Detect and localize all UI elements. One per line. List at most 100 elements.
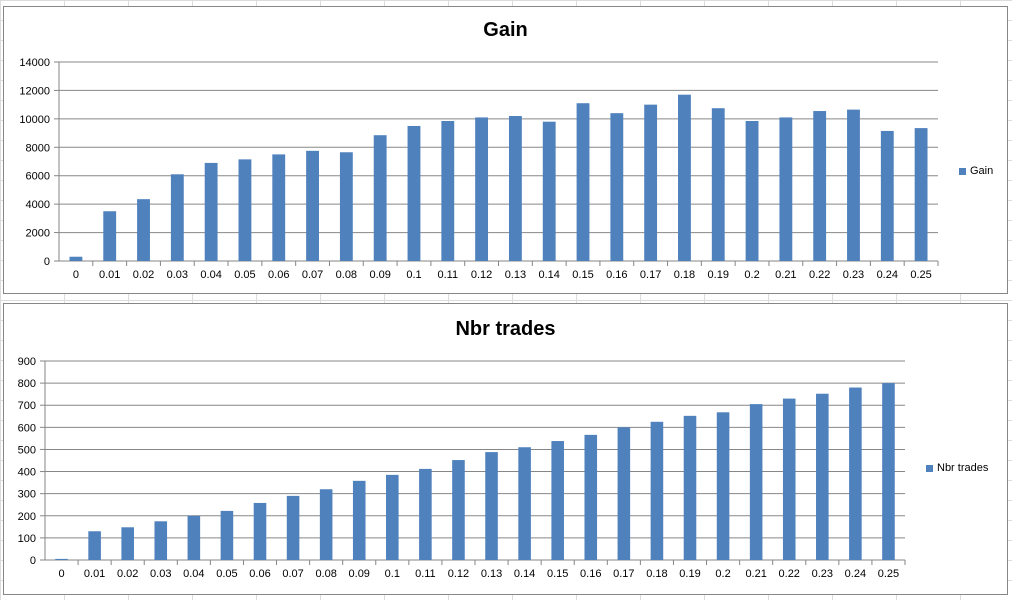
bar[interactable] [683,415,697,560]
bar[interactable] [508,116,522,261]
bar[interactable] [518,447,531,560]
chart-title: Gain [483,19,528,41]
bar[interactable] [610,113,624,262]
bar[interactable] [882,383,895,560]
y-tick-label: 800 [18,378,36,390]
x-tick-label: 0.08 [315,568,336,580]
x-tick-label: 0.13 [505,269,526,281]
bar[interactable] [485,452,498,560]
y-tick-label: 700 [18,400,36,412]
bar[interactable] [542,121,556,261]
bar[interactable] [678,94,691,261]
bar[interactable] [617,427,631,560]
bar[interactable] [475,117,489,261]
x-tick-label: 0.03 [167,269,188,281]
x-tick-label: 0.16 [580,568,601,580]
x-tick-label: 0.23 [843,269,864,281]
bar[interactable] [386,474,399,560]
y-tick-label: 600 [18,422,36,434]
bar[interactable] [306,150,319,261]
bar[interactable] [373,135,387,261]
bar[interactable] [749,404,763,560]
x-tick-label: 0.24 [877,269,898,281]
bar[interactable] [745,120,759,261]
bar[interactable] [816,393,829,560]
x-tick-label: 0 [73,269,79,281]
bar[interactable] [238,159,252,261]
bar[interactable] [352,480,366,560]
bar[interactable] [220,510,234,560]
x-tick-label: 0.2 [744,269,759,281]
bar[interactable] [204,162,218,261]
bar[interactable] [551,441,564,560]
bar[interactable] [121,527,134,560]
bar[interactable] [711,108,725,261]
x-tick-label: 0.18 [646,568,667,580]
bar[interactable] [88,531,101,560]
x-tick-label: 0.12 [448,568,469,580]
x-tick-label: 0.17 [613,568,634,580]
x-tick-label: 0.06 [268,269,289,281]
bar[interactable] [339,152,353,261]
bar[interactable] [782,398,796,560]
bar[interactable] [319,489,333,560]
x-tick-label: 0.04 [200,269,221,281]
bar[interactable] [650,421,664,560]
x-tick-label: 0.13 [481,568,502,580]
legend-swatch [926,464,933,472]
x-tick-label: 0.02 [117,568,138,580]
x-tick-label: 0.15 [572,269,593,281]
bar[interactable] [584,434,598,560]
x-tick-label: 0.21 [775,269,796,281]
bar[interactable] [407,125,421,261]
bar[interactable] [69,256,83,261]
y-tick-label: 2000 [26,228,50,240]
x-tick-label: 0.06 [249,568,270,580]
bar[interactable] [137,199,150,261]
y-tick-label: 300 [18,489,36,501]
bar[interactable] [716,412,730,560]
x-tick-label: 0.09 [369,269,390,281]
y-tick-label: 100 [18,533,36,545]
bar[interactable] [103,211,117,261]
bar[interactable] [441,120,455,261]
bar[interactable] [576,103,590,261]
nbr-trades-chart-plot: 0 100 200 300 400 500 600 700 800 900 0 0.01 0.02 0.0… [18,356,906,580]
y-tick-label: 0 [44,256,50,268]
x-tick-label: 0.25 [910,269,931,281]
nbr-trades-chart[interactable]: Nbr trades 0 100 200 300 400 500 600 700 800 900 0… [3,303,1008,595]
bar[interactable] [154,521,168,560]
x-tick-label: 0.18 [674,269,695,281]
bar[interactable] [286,495,300,560]
bar[interactable] [849,387,862,560]
x-tick-label: 0.22 [779,568,800,580]
gain-chart[interactable]: Gain 0 2000 4000 6000 8000 10000 12000 14000 0 0.… [3,6,1008,294]
x-tick-label: 0.23 [812,568,833,580]
x-tick-label: 0.21 [745,568,766,580]
bar[interactable] [847,109,860,261]
x-tick-label: 0.03 [150,568,171,580]
bar[interactable] [452,460,465,560]
bar[interactable] [644,104,658,262]
bar[interactable] [779,117,793,261]
bar[interactable] [272,154,286,261]
bar[interactable] [253,502,267,560]
x-tick-label: 0.14 [539,269,560,281]
x-tick-label: 0.01 [99,269,120,281]
bar[interactable] [914,128,928,261]
bar[interactable] [419,468,432,560]
bar[interactable] [813,111,827,262]
bar[interactable] [55,558,68,560]
bar[interactable] [880,130,894,261]
x-tick-label: 0.24 [845,568,866,580]
y-tick-label: 12000 [19,85,50,97]
y-tick-label: 200 [18,511,36,523]
x-tick-label: 0.16 [606,269,627,281]
legend-label: Nbr trades [937,462,989,474]
x-tick-label: 0.05 [234,269,255,281]
gain-chart-plot: 0 2000 4000 6000 8000 10000 12000 14000 0 0.01 0.0… [19,57,939,281]
bar[interactable] [170,174,184,261]
bar[interactable] [187,515,201,560]
x-tick-label: 0 [58,568,64,580]
x-tick-label: 0.11 [415,568,436,580]
